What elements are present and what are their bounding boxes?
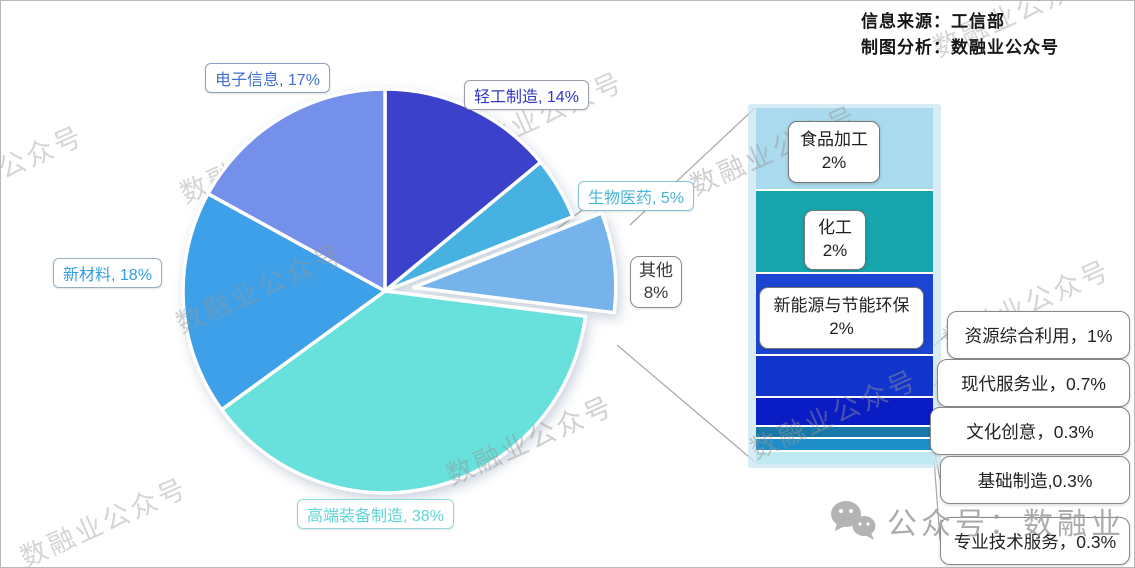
pie-label-new-materials[interactable]: 新材料, 18% <box>53 258 162 288</box>
pie-label-biomedicine[interactable]: 生物医药, 5% <box>578 181 695 211</box>
pie-label-electronic-info[interactable]: 电子信息, 17% <box>205 63 330 93</box>
pie-slices-group <box>181 87 618 495</box>
pie-slice-新材料[interactable] <box>181 191 387 412</box>
bar-label-name: 食品加工 <box>800 130 868 150</box>
pie-label-other-value: 8% <box>643 283 669 303</box>
bar-label-chemical[interactable]: 化工 2% <box>804 210 866 270</box>
pie-slice-其他[interactable] <box>412 211 618 315</box>
pie-slice-生物医药[interactable] <box>383 160 575 293</box>
callout-connector-5 <box>933 458 941 541</box>
bar-label-value: 2% <box>822 241 848 260</box>
leader-line-biomed <box>552 207 586 233</box>
bar-label-food-processing[interactable]: 食品加工 2% <box>788 121 880 183</box>
credit-line: 制图分析：数融业公众号 <box>861 38 1059 57</box>
callout-resource-utilization[interactable]: 资源综合利用，1% <box>947 311 1130 359</box>
bar-segment-专业技术服务[interactable] <box>756 451 933 464</box>
bar-of-pie-connector-bottom <box>616 344 756 463</box>
pie-label-other-name: 其他 <box>639 261 673 280</box>
bar-segment-资源综合利用[interactable] <box>756 356 933 398</box>
source-credit: 信息来源：工信部 制图分析：数融业公众号 <box>861 9 1059 61</box>
callout-cultural-creativity[interactable]: 文化创意，0.3% <box>930 407 1130 455</box>
pie-label-other[interactable]: 其他 8% <box>630 256 682 309</box>
bar-label-new-energy[interactable]: 新能源与节能环保 2% <box>759 287 924 349</box>
bar-label-name: 化工 <box>818 218 852 238</box>
pie-label-light-industry[interactable]: 轻工制造, 14% <box>464 80 589 110</box>
bar-label-name: 新能源与节能环保 <box>773 296 910 316</box>
callout-basic-manufacturing[interactable]: 基础制造,0.3% <box>940 456 1130 504</box>
source-line: 信息来源：工信部 <box>861 12 1005 31</box>
bar-segment-文化创意[interactable] <box>756 426 933 440</box>
pie-slice-高端装备制造[interactable] <box>219 289 588 495</box>
callout-professional-services[interactable]: 专业技术服务，0.3% <box>940 517 1130 565</box>
bar-segment-现代服务业[interactable] <box>756 397 933 427</box>
bar-label-value: 2% <box>829 319 854 338</box>
bar-segment-基础制造[interactable] <box>756 439 933 452</box>
bar-label-value: 2% <box>821 153 847 172</box>
pie-slice-电子信息[interactable] <box>206 87 387 293</box>
pie-label-highend-equipment[interactable]: 高端装备制造, 38% <box>297 499 454 529</box>
callout-modern-services[interactable]: 现代服务业，0.7% <box>937 359 1130 407</box>
